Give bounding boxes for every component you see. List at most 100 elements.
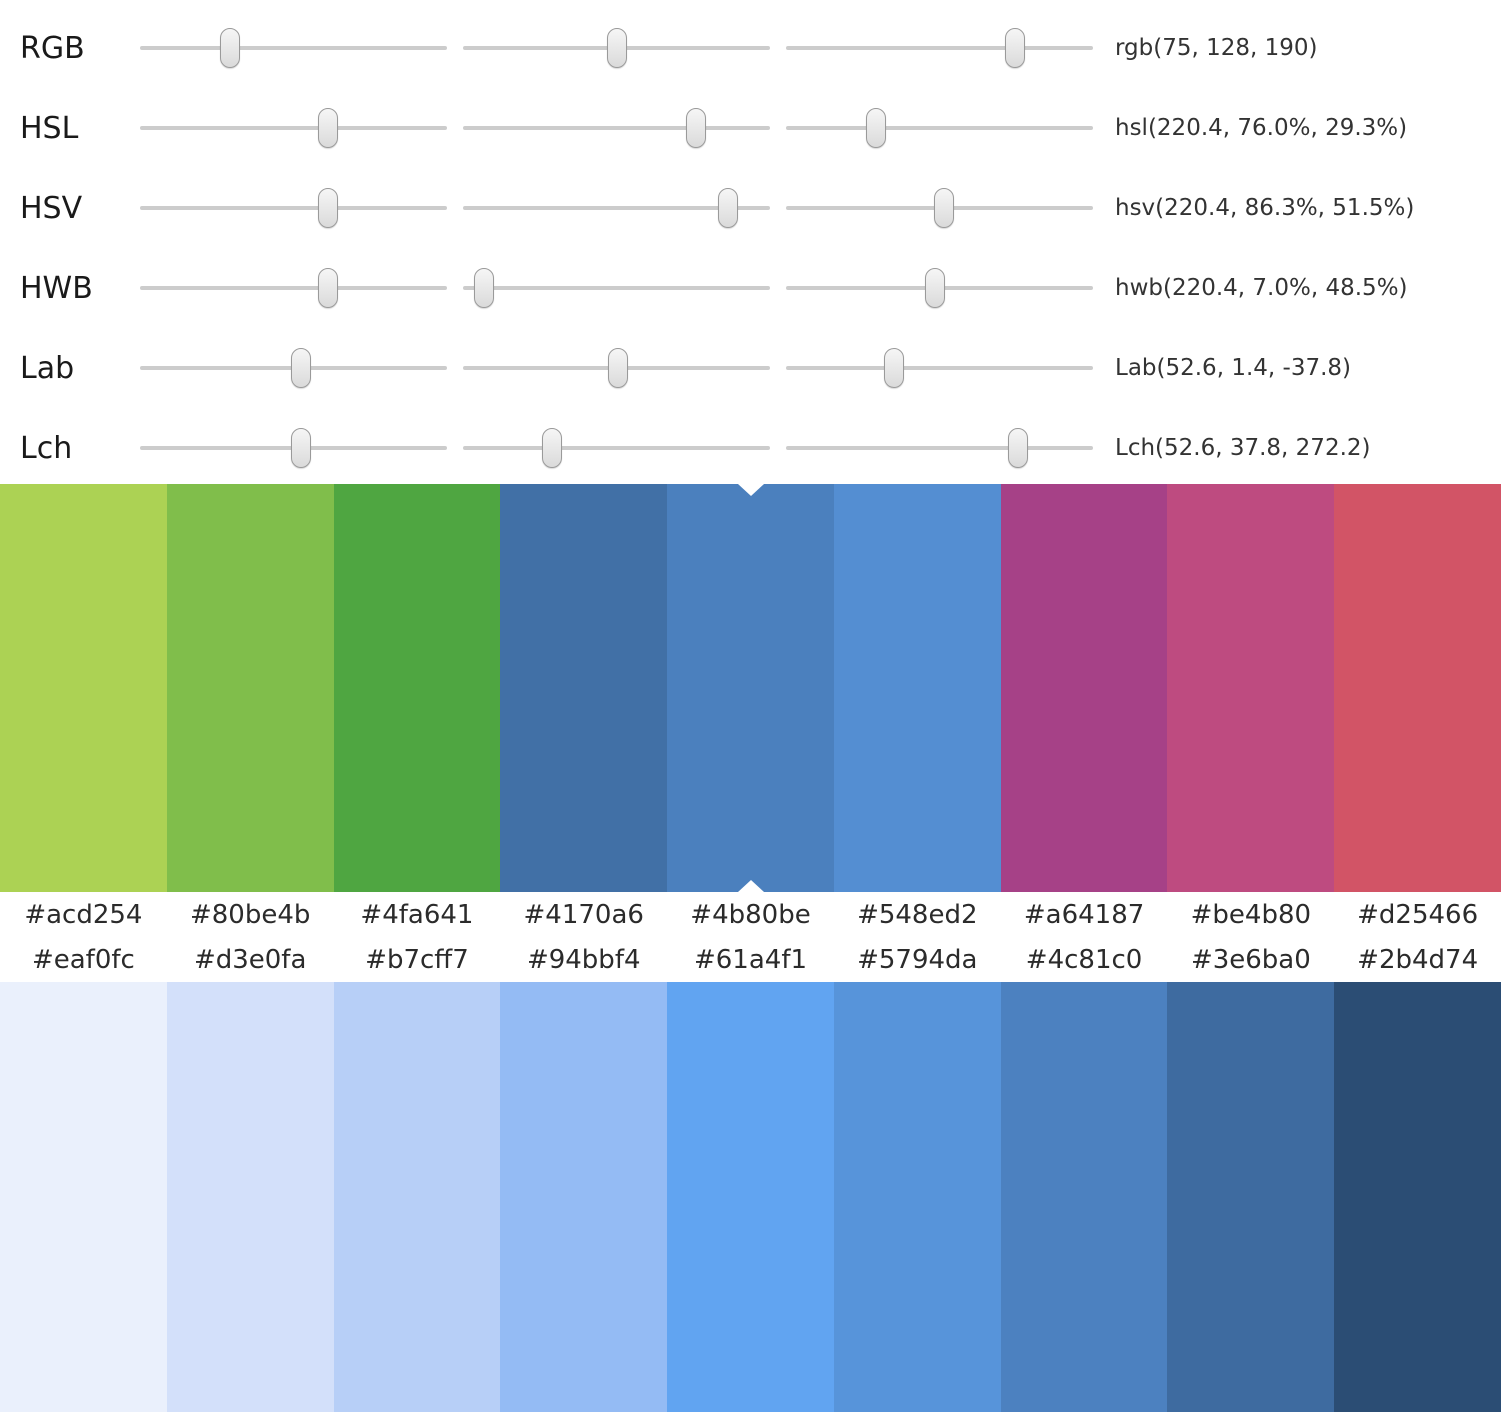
channel-slider[interactable] — [786, 185, 1093, 231]
color-swatch[interactable] — [500, 484, 668, 892]
slider-track[interactable] — [140, 286, 447, 290]
slider-handle[interactable] — [717, 188, 738, 228]
hex-code-label: #94bbf4 — [526, 944, 641, 975]
slider-track[interactable] — [140, 206, 447, 210]
slider-tracks — [140, 105, 1093, 151]
channel-slider[interactable] — [140, 185, 447, 231]
color-swatch[interactable] — [1000, 982, 1168, 1412]
slider-tracks — [140, 425, 1093, 471]
hex-code-label: #4b80be — [690, 899, 811, 930]
hex-code-label: #2b4d74 — [1357, 944, 1479, 975]
slider-handle[interactable] — [317, 268, 338, 308]
slider-handle[interactable] — [220, 28, 241, 68]
channel-slider[interactable] — [786, 345, 1093, 391]
color-value-text: Lab(52.6, 1.4, -37.8) — [1115, 355, 1351, 381]
slider-handle[interactable] — [884, 348, 905, 388]
lightness-scale-strip — [0, 982, 1501, 1412]
channel-slider[interactable] — [463, 345, 770, 391]
hex-code-label: #61a4f1 — [693, 944, 808, 975]
slider-track[interactable] — [786, 446, 1093, 450]
channel-slider[interactable] — [463, 105, 770, 151]
slider-handle[interactable] — [934, 188, 955, 228]
color-swatch[interactable] — [667, 982, 834, 1412]
slider-handle[interactable] — [608, 348, 629, 388]
slider-tracks — [140, 185, 1093, 231]
color-value-text: hsl(220.4, 76.0%, 29.3%) — [1115, 115, 1408, 141]
channel-slider[interactable] — [463, 185, 770, 231]
color-swatch[interactable] — [1000, 484, 1168, 892]
slider-handle[interactable] — [317, 188, 338, 228]
channel-slider[interactable] — [140, 345, 447, 391]
slider-handle[interactable] — [607, 28, 628, 68]
color-value-text: rgb(75, 128, 190) — [1115, 35, 1318, 61]
slider-tracks — [140, 25, 1093, 71]
color-swatch[interactable] — [1334, 982, 1501, 1412]
channel-slider[interactable] — [463, 25, 770, 71]
slider-row: Lch Lch(52.6, 37.8, 272.2) — [0, 408, 1501, 488]
color-swatch-selected[interactable] — [667, 484, 834, 892]
colorspace-label: HSL — [20, 110, 79, 146]
channel-slider[interactable] — [463, 265, 770, 311]
slider-handle[interactable] — [474, 268, 495, 308]
hex-code-label: #eaf0fc — [31, 944, 135, 975]
hex-code-label: #d25466 — [1357, 899, 1479, 930]
hex-code-label: #d3e0fa — [193, 944, 307, 975]
slider-handle[interactable] — [317, 108, 338, 148]
color-swatch[interactable] — [833, 484, 1001, 892]
color-swatch[interactable] — [166, 982, 334, 1412]
color-swatch[interactable] — [1167, 484, 1335, 892]
channel-slider[interactable] — [140, 265, 447, 311]
color-swatch[interactable] — [333, 982, 501, 1412]
color-swatch[interactable] — [1334, 484, 1501, 892]
slider-track[interactable] — [786, 366, 1093, 370]
colorspace-label: Lch — [20, 430, 73, 466]
channel-slider[interactable] — [786, 425, 1093, 471]
color-swatch[interactable] — [0, 484, 167, 892]
slider-row: HWB hwb(220.4, 7.0%, 48.5%) — [0, 248, 1501, 328]
slider-handle[interactable] — [1008, 428, 1029, 468]
slider-tracks — [140, 345, 1093, 391]
hex-code-label: #80be4b — [189, 899, 311, 930]
color-swatch[interactable] — [500, 982, 668, 1412]
slider-row: Lab Lab(52.6, 1.4, -37.8) — [0, 328, 1501, 408]
palette-strip — [0, 484, 1501, 892]
colorspace-label: Lab — [20, 350, 75, 386]
channel-slider[interactable] — [140, 25, 447, 71]
scale-hex-labels: #eaf0fc #d3e0fa #b7cff7 #94bbf4 #61a4f1 … — [0, 937, 1501, 982]
slider-row: HSL hsl(220.4, 76.0%, 29.3%) — [0, 88, 1501, 168]
hex-code-label: #4170a6 — [523, 899, 644, 930]
colorspace-label: HWB — [20, 270, 93, 306]
slider-track[interactable] — [463, 446, 770, 450]
channel-slider[interactable] — [786, 105, 1093, 151]
slider-handle[interactable] — [542, 428, 563, 468]
channel-slider[interactable] — [786, 25, 1093, 71]
selection-notch-top — [737, 484, 764, 496]
slider-handle[interactable] — [865, 108, 886, 148]
slider-track[interactable] — [786, 126, 1093, 130]
color-swatch[interactable] — [333, 484, 501, 892]
slider-track[interactable] — [786, 46, 1093, 50]
channel-slider[interactable] — [140, 425, 447, 471]
slider-handle[interactable] — [686, 108, 707, 148]
slider-handle[interactable] — [924, 268, 945, 308]
color-swatch[interactable] — [166, 484, 334, 892]
slider-track[interactable] — [140, 46, 447, 50]
color-swatch[interactable] — [0, 982, 167, 1412]
slider-track[interactable] — [140, 126, 447, 130]
hex-code-label: #4fa641 — [360, 899, 474, 930]
channel-slider[interactable] — [463, 425, 770, 471]
slider-track[interactable] — [463, 126, 770, 130]
slider-track[interactable] — [463, 206, 770, 210]
slider-handle[interactable] — [1004, 28, 1025, 68]
slider-handle[interactable] — [291, 428, 312, 468]
channel-slider[interactable] — [786, 265, 1093, 311]
channel-slider[interactable] — [140, 105, 447, 151]
hex-code-label: #5794da — [857, 944, 978, 975]
slider-handle[interactable] — [291, 348, 312, 388]
color-swatch[interactable] — [1167, 982, 1335, 1412]
hex-code-label: #3e6ba0 — [1190, 944, 1311, 975]
slider-track[interactable] — [463, 286, 770, 290]
color-swatch[interactable] — [833, 982, 1001, 1412]
hex-code-label: #a64187 — [1023, 899, 1145, 930]
slider-row: RGB rgb(75, 128, 190) — [0, 8, 1501, 88]
